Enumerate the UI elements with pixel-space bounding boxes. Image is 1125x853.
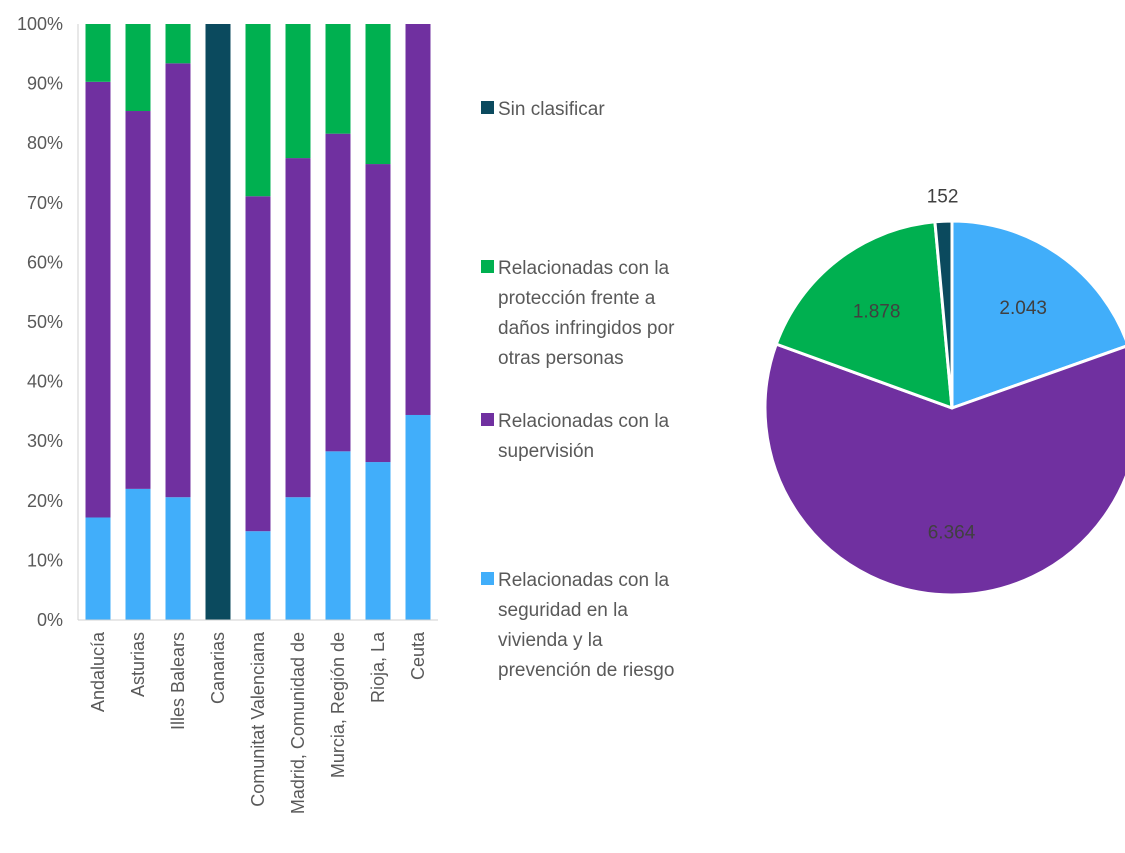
bar-segment-supervision: [165, 63, 191, 498]
x-tick-label: Andalucía: [88, 631, 108, 712]
y-tick-label: 0%: [37, 610, 63, 630]
x-tick-label: Illes Balears: [168, 632, 188, 730]
legend-swatch-seguridad: [481, 572, 494, 585]
y-axis-ticks: 0% 10% 20% 30% 40% 50% 60% 70% 80% 90% 100%: [17, 14, 63, 630]
legend-label-seguridad: prevención de riesgo: [498, 660, 674, 681]
pie-slice-label: 1.878: [853, 301, 901, 322]
x-tick-label: Ceuta: [408, 631, 428, 680]
y-tick-label: 90%: [27, 74, 63, 94]
stacked-bar-chart: 0% 10% 20% 30% 40% 50% 60% 70% 80% 90% 100% Andalu…: [17, 14, 438, 814]
bar-segment-seguridad: [285, 497, 311, 620]
legend-swatch-proteccion: [481, 260, 494, 273]
legend-label-proteccion: otras personas: [498, 348, 624, 369]
bar-segment-sin_clasificar: [205, 24, 231, 620]
pie-slice-supervision: [763, 342, 1125, 597]
legend: Sin clasificar Relacionadas con la protecc…: [481, 99, 675, 681]
bar-segment-seguridad: [365, 462, 391, 620]
bar-segment-seguridad: [125, 488, 151, 620]
bar-segment-supervision: [285, 158, 311, 498]
x-tick-label: Canarias: [208, 632, 228, 704]
y-tick-label: 20%: [27, 491, 63, 511]
y-tick-label: 80%: [27, 133, 63, 153]
pie-labels: 2.043 6.364 1.878 152: [853, 187, 1047, 544]
legend-label-seguridad: Relacionadas con la: [498, 570, 670, 591]
x-tick-label: Asturias: [128, 632, 148, 697]
bar-segment-seguridad: [245, 531, 271, 620]
bar-segment-seguridad: [165, 497, 191, 620]
bar-segment-proteccion: [125, 24, 151, 112]
legend-label-proteccion: Relacionadas con la: [498, 258, 670, 279]
legend-label-proteccion: protección frente a: [498, 288, 656, 309]
legend-label-sin_clasificar: Sin clasificar: [498, 99, 605, 120]
bar-segment-seguridad: [325, 451, 351, 620]
pie-slice-proteccion: [774, 220, 954, 410]
pie-slice-label: 2.043: [999, 298, 1047, 319]
bar-segment-proteccion: [325, 24, 351, 134]
legend-label-seguridad: seguridad en la: [498, 600, 628, 621]
bar-segment-supervision: [85, 81, 111, 518]
bar-segment-proteccion: [165, 24, 191, 64]
bar-segment-supervision: [365, 164, 391, 463]
x-tick-label: Comunitat Valenciana: [248, 631, 268, 807]
y-tick-label: 30%: [27, 431, 63, 451]
x-axis-ticks: Andalucía Asturias Illes Balears Canarias Co…: [88, 631, 428, 814]
legend-label-proteccion: daños infringidos por: [498, 318, 675, 339]
x-tick-label: Rioja, La: [368, 631, 388, 703]
pie-slice-sin_clasificar: [933, 219, 954, 410]
legend-swatch-sin_clasificar: [481, 101, 494, 114]
bar-segment-proteccion: [285, 24, 311, 159]
legend-swatch-supervision: [481, 413, 494, 426]
y-tick-label: 10%: [27, 550, 63, 570]
y-tick-label: 100%: [17, 14, 63, 34]
legend-label-supervision: supervisión: [498, 441, 594, 462]
y-tick-label: 60%: [27, 252, 63, 272]
bars: [85, 24, 431, 620]
legend-label-supervision: Relacionadas con la: [498, 411, 670, 432]
legend-label-seguridad: vivienda y la: [498, 630, 603, 651]
bar-segment-supervision: [245, 196, 271, 532]
bar-segment-supervision: [405, 24, 431, 415]
x-tick-label: Murcia, Región de: [328, 632, 348, 778]
bar-segment-proteccion: [85, 24, 111, 82]
bar-segment-supervision: [325, 133, 351, 452]
y-tick-label: 50%: [27, 312, 63, 332]
pie-slice-label: 152: [927, 187, 959, 208]
bar-segment-supervision: [125, 111, 151, 489]
bar-segment-seguridad: [405, 414, 431, 620]
y-tick-label: 40%: [27, 372, 63, 392]
x-tick-label: Madrid, Comunidad de: [288, 632, 308, 814]
pie-slice-label: 6.364: [928, 522, 976, 543]
pie-chart: 2.043 6.364 1.878 152: [763, 187, 1125, 597]
pie-slices: [763, 219, 1125, 597]
y-tick-label: 70%: [27, 193, 63, 213]
bar-segment-proteccion: [245, 24, 271, 197]
bar-segment-seguridad: [85, 517, 111, 620]
bar-segment-proteccion: [365, 24, 391, 165]
